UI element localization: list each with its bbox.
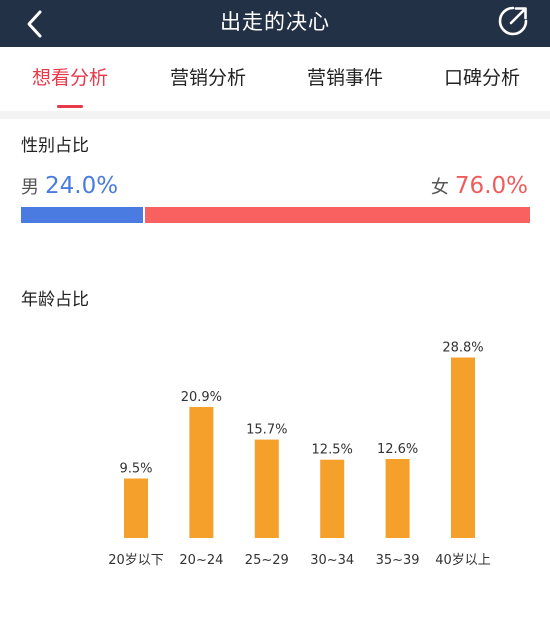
age-category-label-0: 20岁以下 xyxy=(108,553,164,568)
male-label: 男 xyxy=(21,177,39,198)
gender-section-title: 性别占比 xyxy=(21,136,89,156)
age-value-label-2: 15.7% xyxy=(246,423,287,438)
age-bar-1 xyxy=(189,407,214,538)
age-bar-chart: 9.5% 20岁以下 20.9% 20~24 15.7% 25~29 12.5% 30~34 1… xyxy=(108,341,491,569)
age-value-label-5: 28.8% xyxy=(442,341,483,356)
age-category-label-3: 30~34 xyxy=(310,553,354,568)
analysis-tabs: 想看分析 营销分析 营销事件 口碑分析 xyxy=(0,47,550,111)
age-section-title: 年龄占比 xyxy=(21,290,89,310)
age-value-label-1: 20.9% xyxy=(181,390,222,405)
age-category-label-4: 35~39 xyxy=(376,553,420,568)
male-value: 24.0% xyxy=(45,173,119,199)
age-value-label-4: 12.6% xyxy=(377,442,418,457)
tab-reviews[interactable]: 口碑分析 xyxy=(443,67,520,89)
section-divider xyxy=(0,111,550,119)
female-ratio: 女 76.0% xyxy=(431,173,528,199)
tab-marketing[interactable]: 营销分析 xyxy=(169,67,246,89)
chevron-left-icon[interactable] xyxy=(18,6,54,42)
page-title: 出走的决心 xyxy=(220,10,330,34)
age-bar-0 xyxy=(124,478,148,538)
male-ratio: 男 24.0% xyxy=(21,173,118,199)
age-category-label-5: 40岁以上 xyxy=(435,553,491,568)
female-value: 76.0% xyxy=(454,173,528,199)
age-bar-5 xyxy=(451,357,475,538)
age-bar-4 xyxy=(385,459,410,538)
gender-ratio-bar xyxy=(21,207,530,223)
age-category-label-2: 25~29 xyxy=(245,553,289,568)
age-value-label-3: 12.5% xyxy=(312,443,353,458)
age-bar-2 xyxy=(254,439,279,538)
age-value-label-0: 9.5% xyxy=(119,462,152,477)
age-bar-3 xyxy=(320,459,345,538)
age-category-label-1: 20~24 xyxy=(179,553,223,568)
top-bar: 出走的决心 xyxy=(0,0,550,47)
tab-want-to-see[interactable]: 想看分析 xyxy=(31,67,108,89)
share-icon[interactable] xyxy=(496,4,530,38)
active-tab-indicator xyxy=(57,105,83,108)
tab-marketing-events[interactable]: 营销事件 xyxy=(306,67,383,89)
female-label: 女 xyxy=(430,177,449,198)
male-segment xyxy=(21,207,143,223)
female-segment xyxy=(145,207,530,223)
